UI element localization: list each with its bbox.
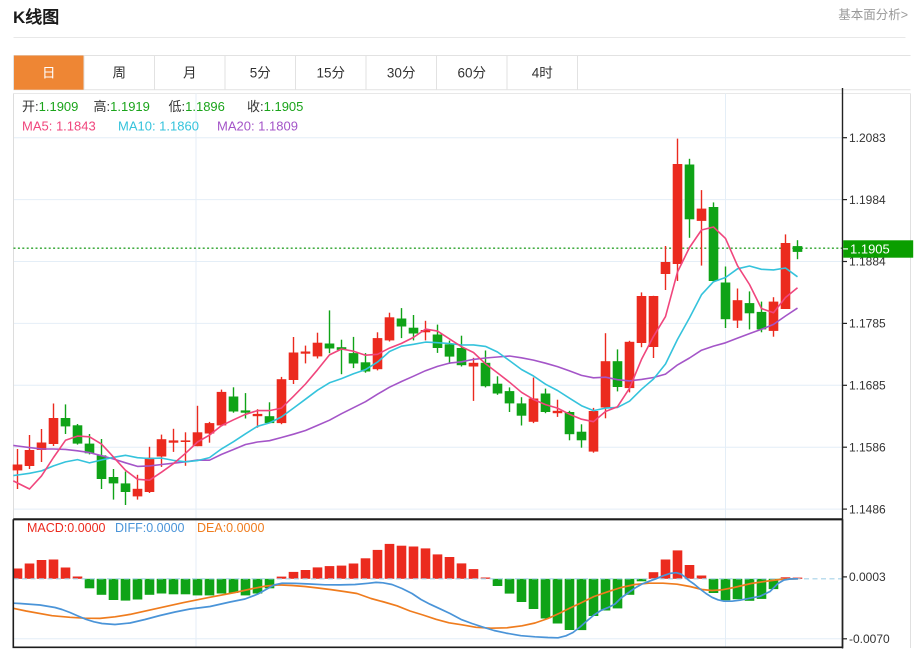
svg-text:30分: 30分 — [387, 65, 416, 80]
svg-text:DEA:0.0000: DEA:0.0000 — [197, 521, 264, 535]
svg-text:K线图: K线图 — [13, 7, 59, 27]
svg-text:60分: 60分 — [458, 65, 487, 80]
svg-text:15分: 15分 — [317, 65, 346, 80]
svg-text:低:1.1896: 低:1.1896 — [169, 99, 225, 114]
svg-text:1.1486: 1.1486 — [849, 502, 886, 516]
svg-text:0.0003: 0.0003 — [849, 570, 886, 584]
svg-text:MA5: 1.1843: MA5: 1.1843 — [22, 119, 96, 134]
svg-text:1.2083: 1.2083 — [849, 131, 886, 145]
svg-text:1.1785: 1.1785 — [849, 317, 886, 331]
svg-text:-0.0070: -0.0070 — [849, 632, 890, 646]
svg-text:MA10: 1.1860: MA10: 1.1860 — [118, 119, 199, 134]
svg-text:月: 月 — [183, 65, 197, 80]
svg-text:4时: 4时 — [532, 65, 553, 80]
svg-text:1.1984: 1.1984 — [849, 193, 886, 207]
svg-text:DIFF:0.0000: DIFF:0.0000 — [115, 521, 185, 535]
svg-text:MACD:0.0000: MACD:0.0000 — [27, 521, 106, 535]
svg-text:周: 周 — [112, 65, 126, 80]
svg-text:1.1685: 1.1685 — [849, 379, 886, 393]
svg-text:1.1884: 1.1884 — [849, 255, 886, 269]
svg-text:高:1.1919: 高:1.1919 — [94, 99, 150, 114]
svg-text:1.1586: 1.1586 — [849, 440, 886, 454]
svg-text:1.1905: 1.1905 — [850, 242, 890, 257]
svg-text:MA20: 1.1809: MA20: 1.1809 — [217, 119, 298, 134]
svg-text:基本面分析>: 基本面分析> — [838, 8, 908, 22]
svg-text:5分: 5分 — [250, 65, 271, 80]
svg-text:开:1.1909: 开:1.1909 — [22, 99, 78, 114]
svg-text:日: 日 — [42, 65, 56, 80]
svg-text:收:1.1905: 收:1.1905 — [247, 99, 303, 114]
